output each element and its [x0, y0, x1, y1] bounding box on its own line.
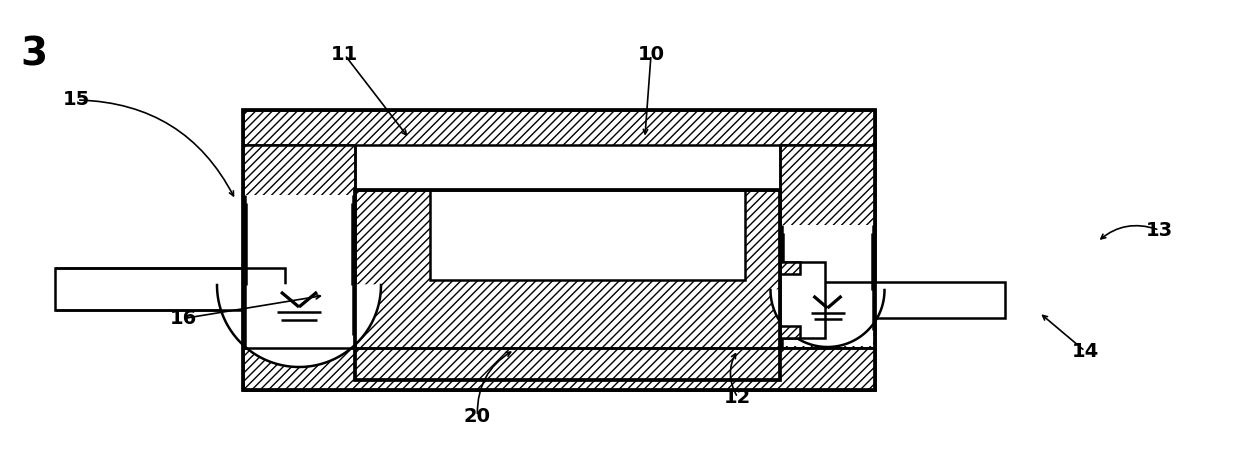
- Text: 14: 14: [1071, 342, 1099, 360]
- Text: 12: 12: [724, 388, 751, 407]
- Text: 15: 15: [63, 91, 91, 109]
- Bar: [780, 262, 800, 274]
- Bar: [780, 326, 800, 338]
- Text: 13: 13: [1146, 221, 1173, 239]
- Polygon shape: [770, 290, 884, 347]
- Bar: [782, 290, 872, 346]
- Text: 16: 16: [170, 309, 197, 328]
- Text: 11: 11: [331, 46, 358, 64]
- Bar: [780, 145, 875, 348]
- Bar: [243, 110, 875, 145]
- Bar: [780, 262, 825, 338]
- Bar: [355, 190, 780, 380]
- Text: 20: 20: [464, 407, 491, 425]
- Bar: [782, 225, 873, 346]
- Text: 3: 3: [20, 35, 47, 73]
- Bar: [243, 348, 875, 390]
- Polygon shape: [217, 285, 381, 367]
- Text: 10: 10: [637, 46, 665, 64]
- Bar: [246, 285, 352, 346]
- Bar: [430, 190, 745, 280]
- Bar: [820, 282, 1004, 318]
- Bar: [55, 268, 285, 310]
- Bar: [243, 145, 355, 348]
- Bar: [246, 195, 353, 346]
- Bar: [243, 110, 875, 390]
- Bar: [355, 190, 780, 380]
